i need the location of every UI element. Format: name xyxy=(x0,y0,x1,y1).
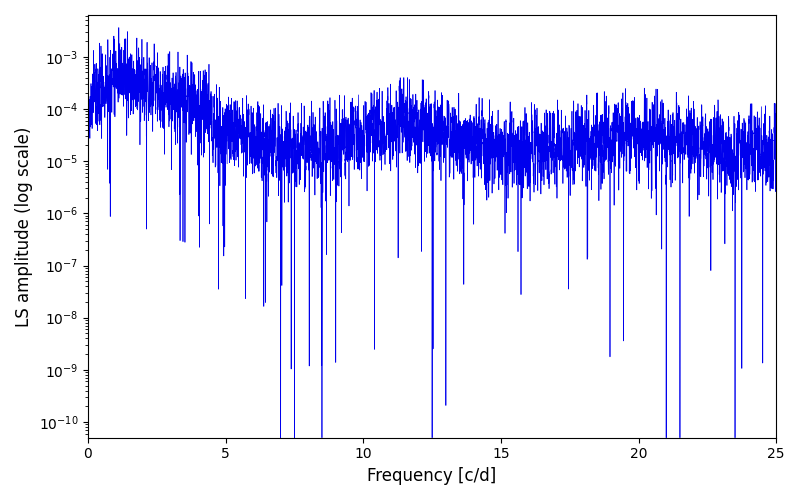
X-axis label: Frequency [c/d]: Frequency [c/d] xyxy=(367,467,497,485)
Y-axis label: LS amplitude (log scale): LS amplitude (log scale) xyxy=(15,126,33,326)
